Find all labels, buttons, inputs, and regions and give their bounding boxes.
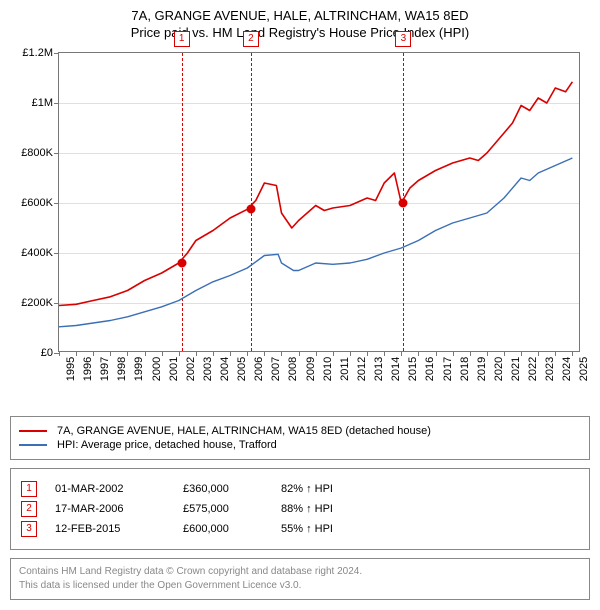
- sale-events-table: 1 01-MAR-2002 £360,000 82% ↑ HPI 2 17-MAR-200…: [10, 468, 590, 550]
- x-tick-label: 2013: [367, 357, 385, 381]
- x-tick-label: 2010: [316, 357, 334, 381]
- x-tick-label: 2024: [555, 357, 573, 381]
- event-row: 1 01-MAR-2002 £360,000 82% ↑ HPI: [21, 481, 579, 497]
- event-badge: 3: [21, 521, 37, 537]
- y-tick-label: £400K: [21, 247, 59, 259]
- legend-swatch: [19, 430, 47, 432]
- sale-marker-badge: 2: [243, 31, 259, 47]
- x-tick-label: 2004: [213, 357, 231, 381]
- plot-area: £0£200K£400K£600K£800K£1M£1.2M1995199619…: [58, 52, 580, 352]
- x-tick-label: 2007: [264, 357, 282, 381]
- x-tick-label: 1999: [127, 357, 145, 381]
- y-tick-label: £600K: [21, 197, 59, 209]
- y-tick-label: £0: [41, 347, 59, 359]
- x-tick-label: 1997: [93, 357, 111, 381]
- x-tick-label: 2018: [453, 357, 471, 381]
- x-tick-label: 2003: [196, 357, 214, 381]
- legend-label: HPI: Average price, detached house, Traf…: [57, 439, 277, 451]
- event-date: 01-MAR-2002: [55, 483, 165, 495]
- event-badge: 2: [21, 501, 37, 517]
- x-tick-label: 2016: [418, 357, 436, 381]
- x-tick-label: 2000: [145, 357, 163, 381]
- legend-row-property: 7A, GRANGE AVENUE, HALE, ALTRINCHAM, WA1…: [19, 425, 581, 437]
- legend-label: 7A, GRANGE AVENUE, HALE, ALTRINCHAM, WA1…: [57, 425, 431, 437]
- x-tick-label: 2019: [470, 357, 488, 381]
- x-tick-label: 2012: [350, 357, 368, 381]
- event-date: 17-MAR-2006: [55, 503, 165, 515]
- x-tick-label: 2022: [521, 357, 539, 381]
- series-hpi: [59, 158, 572, 327]
- event-pct-vs-hpi: 82% ↑ HPI: [281, 483, 579, 495]
- x-tick-label: 2008: [281, 357, 299, 381]
- event-price: £600,000: [183, 523, 263, 535]
- event-date: 12-FEB-2015: [55, 523, 165, 535]
- x-tick-label: 2011: [333, 357, 351, 381]
- event-row: 3 12-FEB-2015 £600,000 55% ↑ HPI: [21, 521, 579, 537]
- footer-line-1: Contains HM Land Registry data © Crown c…: [19, 565, 581, 579]
- x-tick-label: 2023: [538, 357, 556, 381]
- event-price: £575,000: [183, 503, 263, 515]
- x-tick-label: 2014: [384, 357, 402, 381]
- chart-plot-wrap: £0£200K£400K£600K£800K£1M£1.2M1995199619…: [10, 46, 590, 406]
- x-tick-label: 2005: [230, 357, 248, 381]
- legend: 7A, GRANGE AVENUE, HALE, ALTRINCHAM, WA1…: [10, 416, 590, 460]
- x-tick-label: 2002: [179, 357, 197, 381]
- series-svg: [59, 53, 581, 353]
- footer-line-2: This data is licensed under the Open Gov…: [19, 579, 581, 593]
- event-row: 2 17-MAR-2006 £575,000 88% ↑ HPI: [21, 501, 579, 517]
- sale-marker-badge: 1: [174, 31, 190, 47]
- chart-titles: 7A, GRANGE AVENUE, HALE, ALTRINCHAM, WA1…: [10, 8, 590, 40]
- x-tick-label: 2020: [487, 357, 505, 381]
- y-tick-label: £800K: [21, 147, 59, 159]
- chart-container: 7A, GRANGE AVENUE, HALE, ALTRINCHAM, WA1…: [0, 0, 600, 610]
- x-tick-label: 2025: [572, 357, 590, 381]
- sale-marker-badge: 3: [395, 31, 411, 47]
- x-tick-label: 2009: [299, 357, 317, 381]
- event-pct-vs-hpi: 55% ↑ HPI: [281, 523, 579, 535]
- y-tick-label: £1.2M: [22, 47, 59, 59]
- event-badge: 1: [21, 481, 37, 497]
- legend-swatch: [19, 444, 47, 446]
- x-tick-label: 1998: [110, 357, 128, 381]
- y-tick-label: £200K: [21, 297, 59, 309]
- x-tick-label: 2001: [162, 357, 180, 381]
- event-pct-vs-hpi: 88% ↑ HPI: [281, 503, 579, 515]
- x-tick-label: 2017: [436, 357, 454, 381]
- series-property: [59, 82, 572, 306]
- legend-row-hpi: HPI: Average price, detached house, Traf…: [19, 439, 581, 451]
- x-tick-label: 2006: [247, 357, 265, 381]
- y-tick-label: £1M: [32, 97, 59, 109]
- x-tick-label: 1995: [59, 357, 77, 381]
- title-address: 7A, GRANGE AVENUE, HALE, ALTRINCHAM, WA1…: [10, 8, 590, 23]
- data-attribution: Contains HM Land Registry data © Crown c…: [10, 558, 590, 600]
- x-tick-label: 2021: [504, 357, 522, 381]
- x-tick-label: 2015: [401, 357, 419, 381]
- title-subtitle: Price paid vs. HM Land Registry's House …: [10, 25, 590, 40]
- x-tick-label: 1996: [76, 357, 94, 381]
- event-price: £360,000: [183, 483, 263, 495]
